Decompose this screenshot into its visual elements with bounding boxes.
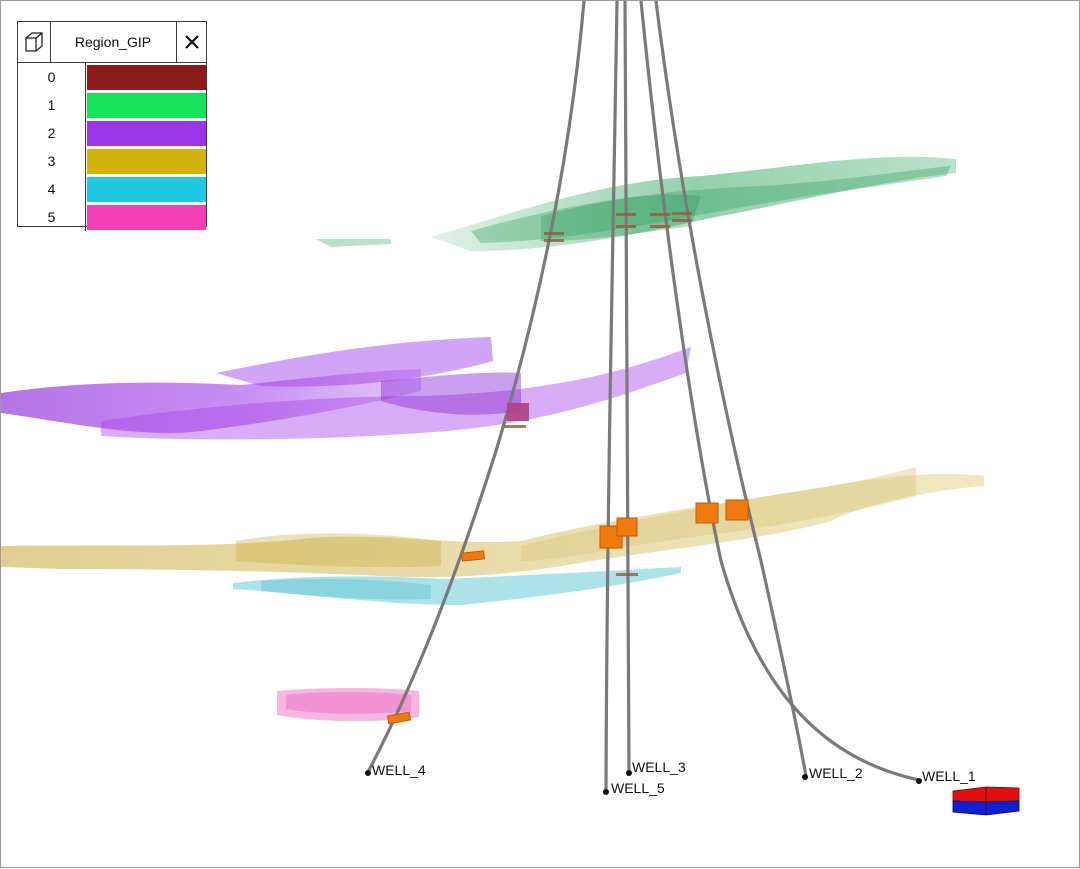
legend-swatch [87,93,206,118]
legend-key: 2 [18,119,86,147]
well-intersection-markers [386,212,749,725]
legend-swatch [87,177,206,202]
region-2-body [1,337,691,440]
legend-key: 5 [18,203,86,231]
well-1-trajectory[interactable] [639,1,921,782]
legend-swatch [87,149,206,174]
well-4-endpoint[interactable] [365,770,371,776]
legend-key: 3 [18,147,86,175]
legend-close-button[interactable] [176,22,207,62]
close-icon [185,35,199,49]
legend-swatch [87,121,206,146]
region-4-body [233,567,681,605]
legend-rows: 0 1 2 3 4 5 [18,63,206,231]
well-2-endpoint[interactable] [802,774,808,780]
well-5-endpoint[interactable] [603,789,609,795]
well-3-endpoint[interactable] [626,770,632,776]
well-label-1: WELL_1 [922,768,976,784]
legend-swatch [87,205,206,230]
legend-swatch [87,65,206,90]
well-5-trajectory[interactable] [604,1,619,793]
cube-icon [25,32,43,52]
legend-key: 0 [18,63,86,91]
well-3-trajectory[interactable] [623,1,631,774]
legend-key: 1 [18,91,86,119]
orientation-cube-icon[interactable] [952,786,1020,816]
well-2-trajectory[interactable] [654,1,808,778]
legend-header: Region_GIP [18,22,206,63]
region-3-body [1,467,984,578]
legend-row-3[interactable]: 3 [18,147,206,175]
well-label-3: WELL_3 [632,759,686,775]
legend-key: 4 [18,175,86,203]
well-4-trajectory[interactable] [366,1,586,774]
legend-row-2[interactable]: 2 [18,119,206,147]
legend-row-1[interactable]: 1 [18,91,206,119]
region-1-body [316,156,956,251]
legend-cube-button[interactable] [18,22,51,62]
legend-row-4[interactable]: 4 [18,175,206,203]
well-1-endpoint[interactable] [916,778,922,784]
well-label-4: WELL_4 [372,762,426,778]
legend-panel: Region_GIP 0 1 2 3 [17,21,207,231]
well-label-5: WELL_5 [611,780,665,796]
legend-title: Region_GIP [74,34,152,50]
region-5-body [277,688,419,722]
well-label-2: WELL_2 [809,765,863,781]
legend-row-0[interactable]: 0 [18,63,206,91]
legend-row-5[interactable]: 5 [18,203,206,231]
